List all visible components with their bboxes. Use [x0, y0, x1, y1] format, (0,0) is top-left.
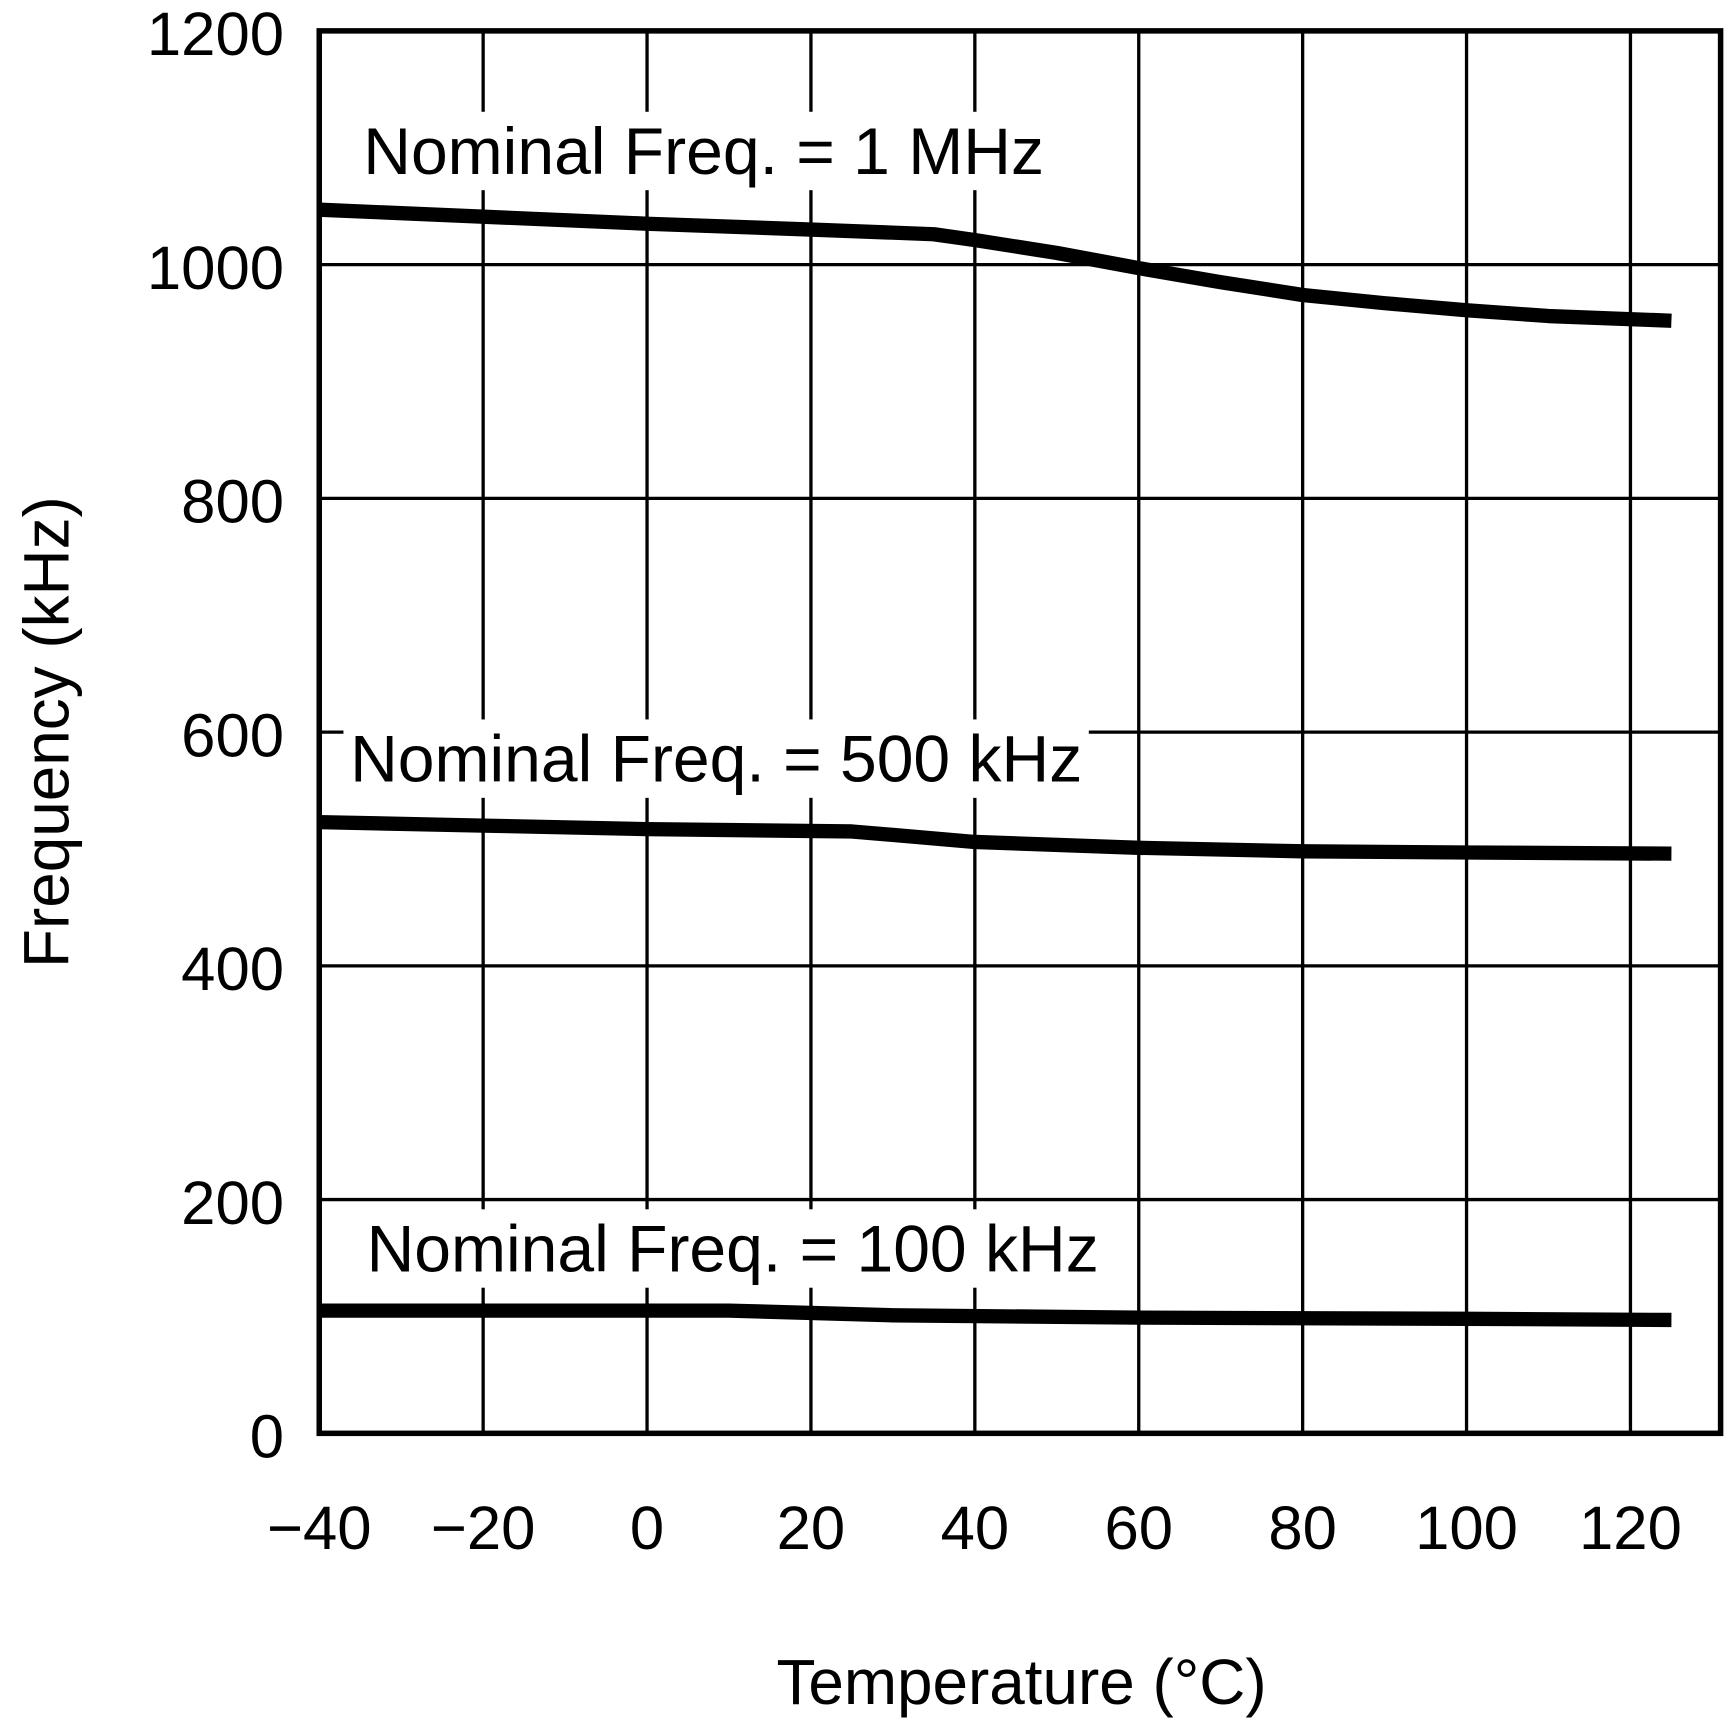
- series-label-background: [343, 719, 1089, 798]
- y-tick-label: 200: [181, 1169, 284, 1238]
- x-tick-label: 0: [630, 1494, 664, 1563]
- y-tick-label: 1200: [147, 0, 284, 69]
- series-lines: [318, 202, 1672, 1328]
- x-tick-label: 100: [1415, 1494, 1518, 1563]
- x-tick-label: 20: [777, 1494, 846, 1563]
- y-tick-label: 400: [181, 935, 284, 1004]
- series-label: Nominal Freq. = 100 kHz: [367, 1212, 1099, 1286]
- series-label: Nominal Freq. = 500 kHz: [350, 722, 1082, 796]
- series-label-background: [359, 1209, 1106, 1288]
- x-tick-label: 40: [941, 1494, 1010, 1563]
- plot-frame: [316, 28, 1724, 1437]
- x-tick-label: 80: [1268, 1494, 1337, 1563]
- series-label: Nominal Freq. = 1 MHz: [363, 114, 1044, 188]
- series-line: [318, 202, 1672, 328]
- series-labels: Nominal Freq. = 1 MHz Nominal Freq. = 500…: [343, 111, 1106, 1288]
- tick-labels: −40 −20 0 20 40 60 80 100 1200200400600800100012…: [147, 0, 1682, 1563]
- y-axis-label: Frequency (kHz): [10, 496, 82, 968]
- series-label-background: [356, 111, 1051, 191]
- y-tick-label: 0: [250, 1403, 284, 1472]
- x-tick-label: 60: [1104, 1494, 1173, 1563]
- y-tick-label: 600: [181, 701, 284, 770]
- x-tick-label: −40: [267, 1494, 372, 1563]
- x-axis-label: Temperature (°C): [776, 1646, 1266, 1718]
- x-tick-label: −20: [431, 1494, 536, 1563]
- series-line: [319, 814, 1672, 861]
- y-tick-label: 1000: [147, 234, 284, 303]
- series-line: [319, 1303, 1672, 1328]
- x-tick-label: 120: [1579, 1494, 1682, 1563]
- y-tick-label: 800: [181, 468, 284, 537]
